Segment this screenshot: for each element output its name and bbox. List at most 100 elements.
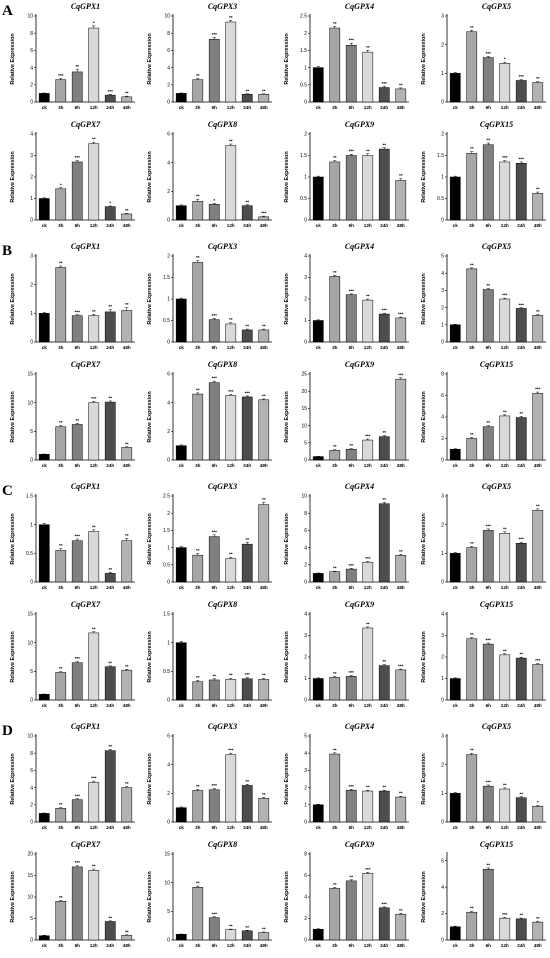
x-tick-label: 3h — [332, 585, 338, 590]
bar-6h — [345, 44, 357, 103]
significance-label: *** — [486, 523, 492, 528]
significance-label: ** — [196, 255, 200, 260]
x-tick-label: 6h — [349, 825, 355, 830]
x-tick-label: 24h — [243, 825, 251, 830]
x-tick-label: 6h — [75, 105, 81, 110]
y-tick-label: 2 — [441, 42, 444, 48]
chart-title: CqGPX8 — [208, 840, 237, 849]
bar-24h — [104, 921, 116, 941]
x-tick-label: 3h — [332, 223, 338, 228]
significance-label: *** — [398, 312, 404, 317]
bar-3h — [192, 393, 204, 461]
bar-12h — [225, 145, 237, 221]
bar-24h — [515, 918, 527, 941]
x-tick-label: 24h — [380, 345, 388, 350]
x-tick-label: 12h — [364, 105, 372, 110]
x-tick-label: ck — [316, 825, 322, 830]
chart-c-cqgpx1: CqGPX1 Relative Expression 0 0.5 1 1.5 ck ** 3h *… — [10, 482, 135, 590]
bar-3h — [192, 201, 204, 221]
bar-3h — [55, 267, 67, 343]
bar-24h — [515, 797, 527, 823]
chart-a-cqgpx15: CqGPX15 Relative Expression 0 0.5 1 1.5 2 ck ** 3… — [421, 120, 546, 228]
y-tick-label: 0 — [30, 340, 33, 346]
chart-title: CqGPX15 — [480, 360, 513, 369]
y-tick-label: 2 — [30, 175, 33, 181]
chart-title: CqGPX8 — [208, 600, 237, 609]
bar-ck — [312, 929, 324, 941]
bar-3h — [466, 438, 478, 461]
chart-b-cqgpx9: CqGPX9 Relative Expression 0 5 10 15 20 25 ck ** 3… — [284, 360, 409, 468]
y-tick-label: 10 — [301, 494, 307, 500]
significance-label: *** — [108, 89, 114, 94]
bar-12h — [88, 870, 100, 941]
y-tick-label: 2 — [441, 132, 444, 138]
x-tick-label: ck — [316, 943, 322, 948]
y-tick-label: 3 — [441, 494, 444, 500]
x-tick-label: 12h — [90, 105, 98, 110]
y-tick-label: 2 — [441, 436, 444, 442]
chart-a-cqgpx8: CqGPX8 Relative Expression 0 2 4 6 ck ** 3h * 6h **… — [147, 120, 272, 228]
significance-label: ** — [486, 862, 490, 867]
bar-48h — [532, 921, 544, 941]
significance-label: ** — [108, 567, 112, 572]
chart-title: CqGPX9 — [345, 600, 374, 609]
x-tick-label: 48h — [397, 943, 405, 948]
x-tick-label: 48h — [397, 345, 405, 350]
x-tick-label: 12h — [501, 585, 509, 590]
x-tick-label: 12h — [364, 825, 372, 830]
x-tick-label: ck — [179, 105, 185, 110]
bar-6h — [71, 315, 83, 343]
y-tick-label: 0.5 — [163, 563, 170, 569]
bar-12h — [88, 143, 100, 221]
significance-label: ** — [196, 73, 200, 78]
x-tick-label: 3h — [195, 703, 201, 708]
chart-b-cqgpx7: CqGPX7 Relative Expression 0 5 10 15 ck ** 3h ** 6… — [10, 360, 135, 468]
chart-d-cqgpx7: CqGPX7 Relative Expression 0 5 10 15 20 ck ** 3h *… — [10, 840, 135, 948]
bar-ck — [312, 456, 324, 461]
significance-label: ** — [59, 420, 63, 425]
bar-3h — [329, 677, 341, 701]
chart-title: CqGPX7 — [71, 120, 101, 129]
bar-6h — [482, 643, 494, 701]
y-tick-label: 20 — [301, 389, 307, 395]
x-tick-label: 3h — [332, 703, 338, 708]
significance-label: * — [537, 800, 539, 805]
x-tick-label: 24h — [243, 463, 251, 468]
x-tick-label: 3h — [469, 943, 475, 948]
significance-label: ** — [399, 82, 403, 87]
y-tick-label: 2 — [30, 282, 33, 288]
significance-label: *** — [349, 38, 355, 43]
y-axis-label: Relative Expression — [10, 391, 16, 442]
y-tick-label: 4 — [304, 254, 307, 260]
y-axis-label: Relative Expression — [10, 871, 16, 922]
chart-title: CqGPX9 — [345, 840, 374, 849]
y-tick-label: 6 — [167, 372, 170, 378]
bar-ck — [449, 793, 461, 823]
y-axis-label: Relative Expression — [421, 631, 427, 682]
y-axis-label: Relative Expression — [10, 273, 16, 324]
bar-24h — [241, 329, 253, 343]
y-axis-label: Relative Expression — [147, 391, 153, 442]
x-tick-label: 24h — [106, 223, 114, 228]
significance-label: *** — [382, 81, 388, 86]
y-tick-label: 10 — [164, 880, 170, 886]
bar-24h — [104, 311, 116, 343]
y-tick-label: 1.5 — [300, 153, 307, 159]
bar-24h — [241, 205, 253, 221]
x-tick-label: 12h — [364, 345, 372, 350]
significance-label: *** — [349, 670, 355, 675]
x-tick-label: 12h — [227, 345, 235, 350]
bar-3h — [466, 153, 478, 221]
significance-label: ** — [262, 324, 266, 329]
x-tick-label: 48h — [260, 943, 268, 948]
x-tick-label: 48h — [397, 703, 405, 708]
chart-title: CqGPX5 — [482, 482, 511, 491]
bar-24h — [104, 206, 116, 221]
significance-label: ** — [366, 294, 370, 299]
x-tick-label: 12h — [364, 703, 372, 708]
y-tick-label: 3 — [441, 734, 444, 740]
bar-ck — [38, 694, 50, 701]
y-tick-label: 2 — [167, 429, 170, 435]
